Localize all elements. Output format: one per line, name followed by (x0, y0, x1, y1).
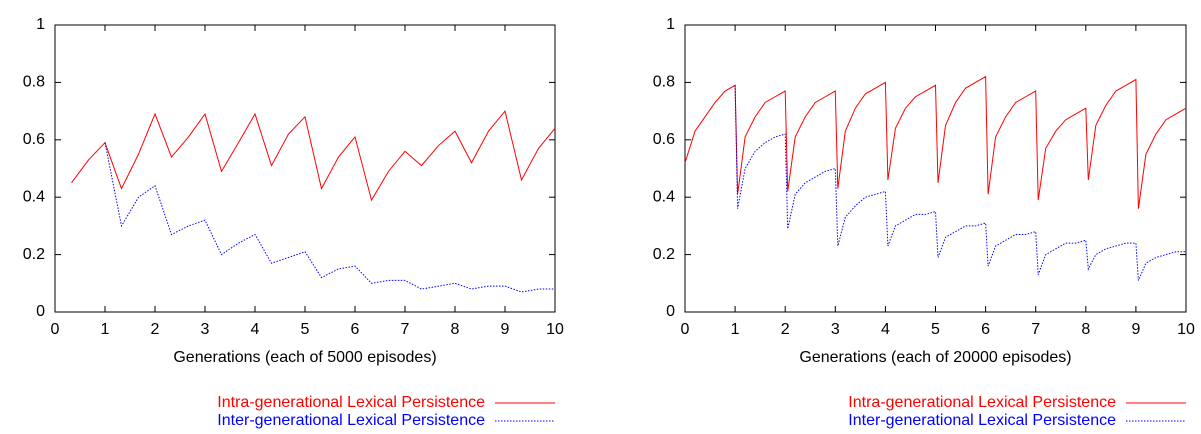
x-tick-label: 6 (351, 321, 360, 338)
y-tick-label: 0.2 (653, 246, 675, 263)
plot-frame (54, 24, 556, 313)
data-line (104, 142, 555, 293)
legend-label: Inter-generational Lexical Persistence (848, 412, 1116, 429)
data-line (684, 75, 1187, 209)
x-tick-label: 10 (546, 321, 564, 338)
x-tick-label: 0 (51, 321, 60, 338)
legend-label: Intra-generational Lexical Persistence (848, 394, 1116, 411)
x-tick-label: 3 (201, 321, 210, 338)
x-tick-label: 9 (1131, 321, 1140, 338)
y-tick-label: 1 (666, 16, 675, 33)
x-tick-label: 7 (401, 321, 410, 338)
x-tick-label: 8 (451, 321, 460, 338)
y-tick-label: 0.2 (23, 246, 45, 263)
plot-frame (684, 24, 1187, 313)
y-tick-label: 0.6 (653, 131, 675, 148)
x-tick-label: 9 (501, 321, 510, 338)
y-tick-label: 0.4 (653, 188, 675, 205)
x-tick-label: 4 (881, 321, 890, 338)
y-tick-label: 0.8 (653, 74, 675, 91)
x-tick-label: 1 (101, 321, 110, 338)
x-tick-label: 6 (981, 321, 990, 338)
x-tick-label: 3 (831, 321, 840, 338)
x-tick-label: 7 (1031, 321, 1040, 338)
x-tick-label: 0 (681, 321, 690, 338)
x-tick-label: 5 (301, 321, 310, 338)
y-tick-label: 0 (666, 303, 675, 320)
x-tick-label: 8 (1081, 321, 1090, 338)
data-line (734, 85, 1186, 281)
x-tick-label: 5 (931, 321, 940, 338)
x-tick-label: 4 (251, 321, 260, 338)
x-axis-label: Generations (each of 5000 episodes) (173, 349, 436, 366)
x-axis-label: Generations (each of 20000 episodes) (799, 349, 1071, 366)
y-tick-label: 1 (36, 16, 45, 33)
legend-label: Intra-generational Lexical Persistence (217, 394, 485, 411)
y-tick-label: 0.6 (23, 131, 45, 148)
data-line (71, 110, 556, 202)
y-tick-label: 0 (36, 303, 45, 320)
x-tick-label: 2 (151, 321, 160, 338)
y-tick-label: 0.4 (23, 188, 45, 205)
y-tick-label: 0.8 (23, 74, 45, 91)
x-tick-label: 2 (781, 321, 790, 338)
x-tick-label: 10 (1177, 321, 1195, 338)
x-tick-label: 1 (731, 321, 740, 338)
legend-label: Inter-generational Lexical Persistence (217, 412, 485, 429)
